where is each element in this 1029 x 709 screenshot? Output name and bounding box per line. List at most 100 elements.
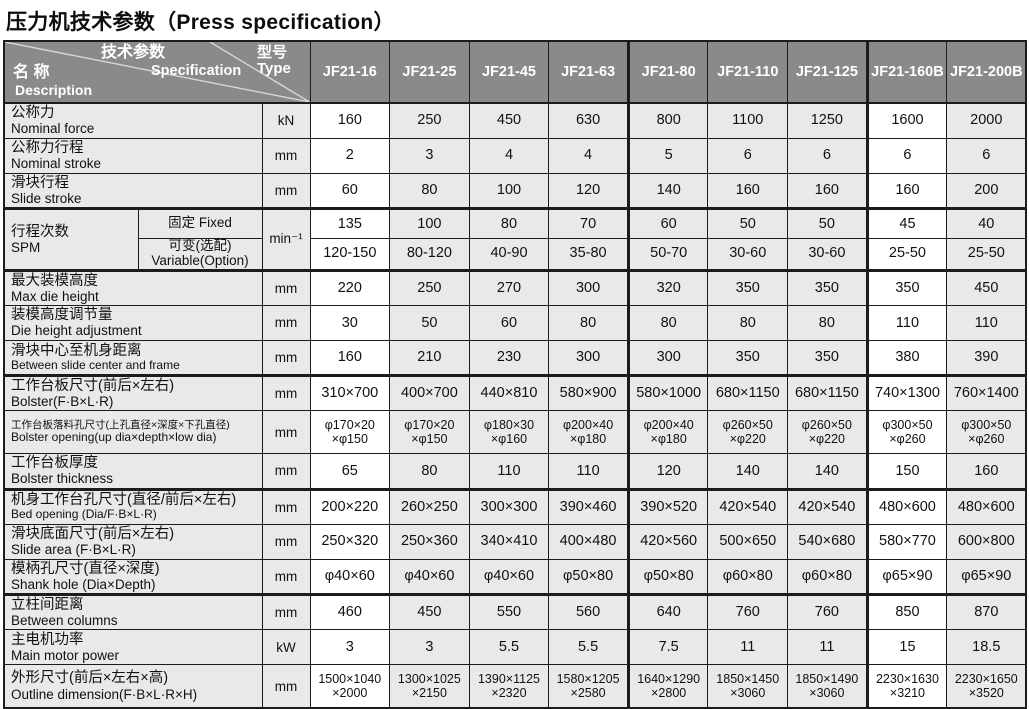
value-cell: 65 — [309, 453, 391, 490]
header-row: 技术参数 Specification 名 称 Description 型号 Typ… — [3, 40, 1027, 104]
table-row: 可变(选配) Variable(Option) 120-150 80-120 40-9… — [4, 237, 1027, 271]
value-cell: 1250 — [787, 102, 868, 139]
value-cell: 120 — [548, 172, 629, 209]
value-cell: 850 — [865, 592, 948, 631]
label-zh: 装模高度调节量 — [11, 307, 113, 324]
model-header-JF21-200B: JF21-200B — [946, 40, 1027, 104]
value-cell: φ65×90 — [865, 558, 948, 595]
unit-cell: mm — [261, 453, 311, 490]
value-cell: 1580×1205 ×2580 — [548, 664, 629, 709]
value-cell: 760×1400 — [946, 373, 1027, 412]
value-cell: 50-70 — [626, 237, 709, 271]
value-cell: 580×770 — [865, 523, 948, 560]
value-cell: 6 — [865, 137, 948, 174]
value-cell: 60 — [309, 172, 391, 209]
value-cell: 340×410 — [468, 523, 550, 560]
label-zh: 工作台板落料孔尺寸(上孔直径×深度×下孔直径) — [11, 418, 230, 431]
unit-cell: mm — [261, 268, 311, 306]
value-cell: 480×600 — [946, 487, 1027, 525]
value-cell: 50 — [787, 206, 868, 239]
value-cell: 4 — [548, 137, 629, 174]
value-cell: 320 — [626, 268, 709, 306]
value-cell: 110 — [865, 304, 948, 341]
value-cell: 250 — [389, 102, 470, 139]
unit-cell: mm — [261, 137, 311, 174]
value-cell: 15 — [865, 629, 948, 666]
value-cell: φ40×60 — [468, 558, 550, 595]
value-cell: 80 — [389, 172, 470, 209]
unit-cell: mm — [261, 304, 311, 341]
value-cell: 760 — [787, 592, 868, 631]
spec-row-label: 工作台板落料孔尺寸(上孔直径×深度×下孔直径) Bolster opening(u… — [3, 410, 263, 455]
value-cell: 3 — [389, 629, 470, 666]
value-cell: 1390×1125 ×2320 — [468, 664, 550, 709]
spec-row-label: 工作台板尺寸(前后×左右) Bolster(F·B×L·R) — [3, 373, 263, 412]
corner-spec-label-zh: 技术参数 — [101, 44, 166, 61]
value-cell: 640 — [626, 592, 709, 631]
value-cell: 380 — [865, 339, 948, 376]
value-cell: φ60×80 — [787, 558, 868, 595]
value-cell: 6 — [707, 137, 789, 174]
label-en: Bolster thickness — [11, 471, 114, 487]
value-cell: 140 — [707, 453, 789, 490]
value-cell: 5 — [626, 137, 709, 174]
table-row: 滑块底面尺寸(前后×左右) Slide area (F·B×L·R) mm 250×3… — [3, 523, 1027, 560]
value-cell: 70 — [548, 206, 629, 239]
value-cell: 80 — [707, 304, 789, 341]
value-cell: 140 — [626, 172, 709, 209]
value-cell: 80 — [626, 304, 709, 341]
spec-row-label: 机身工作台孔尺寸(直径/前后×左右) Bed opening (Dia/F·B×L… — [3, 487, 263, 525]
spec-row-label: 公称力行程 Nominal stroke — [3, 137, 263, 174]
value-cell: 250×320 — [309, 523, 391, 560]
value-cell: 160 — [865, 172, 948, 209]
label-en: Nominal stroke — [11, 156, 102, 172]
unit-cell: mm — [261, 487, 311, 525]
unit-cell: mm — [261, 592, 311, 631]
value-cell: 220 — [309, 268, 391, 306]
value-cell: 310×700 — [309, 373, 391, 412]
label-zh: 工作台板尺寸(前后×左右) — [11, 377, 175, 394]
value-cell: 800 — [626, 102, 709, 139]
value-cell: 260×250 — [389, 487, 470, 525]
spec-row-label: 最大装模高度 Max die height — [3, 268, 263, 306]
value-cell: 5.5 — [468, 629, 550, 666]
value-cell: 440×810 — [468, 373, 550, 412]
value-cell: 550 — [468, 592, 550, 631]
value-cell: 740×1300 — [865, 373, 948, 412]
label-zh: 外形尺寸(前后×左右×高) — [11, 670, 169, 687]
sub-row-label: 可变(选配) Variable(Option) — [137, 237, 263, 271]
value-cell: 390×520 — [626, 487, 709, 525]
corner-spec-label-en: Specification — [151, 63, 242, 79]
value-cell: φ60×80 — [707, 558, 789, 595]
value-cell: 80-120 — [389, 237, 470, 271]
value-cell: 2230×1630 ×3210 — [865, 664, 948, 709]
corner-header-cell: 技术参数 Specification 名 称 Description 型号 Typ… — [3, 40, 311, 104]
value-cell: 80 — [468, 206, 550, 239]
value-cell: 350 — [787, 339, 868, 376]
corner-type-label: 型号 Type — [257, 44, 291, 77]
label-zh: 滑块底面尺寸(前后×左右) — [11, 525, 175, 542]
value-cell: 580×1000 — [626, 373, 709, 412]
value-cell: 45 — [865, 206, 948, 239]
value-cell: 30-60 — [787, 237, 868, 271]
model-header-JF21-16: JF21-16 — [309, 40, 391, 104]
value-cell: 300 — [548, 268, 629, 306]
model-header-JF21-125: JF21-125 — [787, 40, 868, 104]
value-cell: 30-60 — [707, 237, 789, 271]
table-row: 工作台板尺寸(前后×左右) Bolster(F·B×L·R) mm 310×700 40… — [3, 373, 1027, 412]
value-cell: 450 — [389, 592, 470, 631]
value-cell: φ170×20 ×φ150 — [309, 410, 391, 455]
value-cell: φ40×60 — [309, 558, 391, 595]
value-cell: 540×680 — [787, 523, 868, 560]
label-zh: 机身工作台孔尺寸(直径/前后×左右) — [11, 492, 237, 509]
value-cell: 250 — [389, 268, 470, 306]
value-cell: 7.5 — [626, 629, 709, 666]
value-cell: 100 — [389, 206, 470, 239]
value-cell: 6 — [787, 137, 868, 174]
spec-row-label: 滑块底面尺寸(前后×左右) Slide area (F·B×L·R) — [3, 523, 263, 560]
model-header-JF21-160B: JF21-160B — [865, 40, 948, 104]
label-zh: 公称力行程 — [11, 139, 84, 156]
value-cell: 25-50 — [946, 237, 1027, 271]
value-cell: 1850×1450 ×3060 — [707, 664, 789, 709]
table-row: 模柄孔尺寸(直径×深度) Shank hole (Dia×Depth) mm φ40×… — [3, 558, 1027, 595]
